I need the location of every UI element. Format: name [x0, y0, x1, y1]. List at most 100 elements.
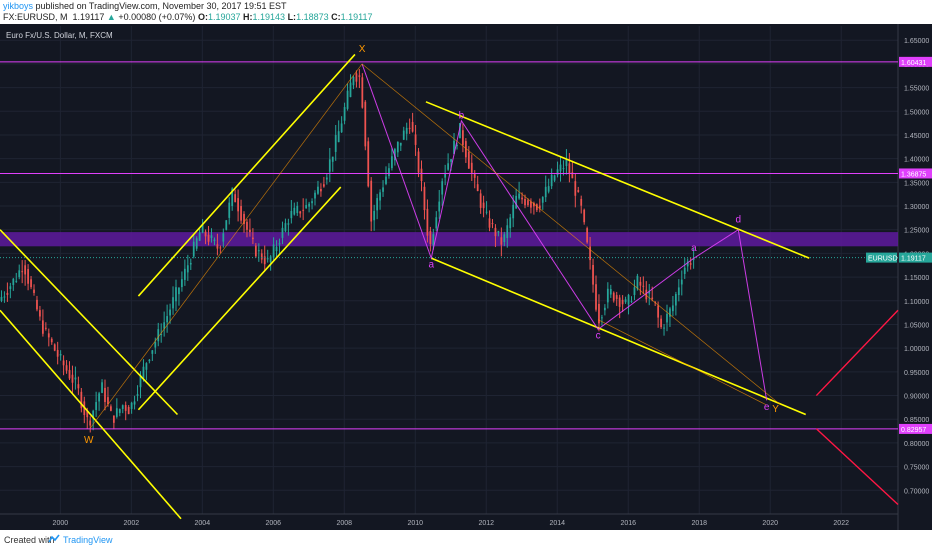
candle-body — [320, 188, 322, 192]
tradingview-link[interactable]: TradingView — [63, 535, 113, 545]
candle-body — [530, 201, 532, 208]
candle-body — [660, 318, 662, 328]
candle-body — [630, 301, 633, 303]
candle-body — [293, 207, 296, 215]
candle-body — [627, 294, 630, 305]
candle-body — [178, 287, 180, 295]
candle-body — [343, 107, 346, 121]
candle-body — [231, 188, 234, 207]
y-tick-label: 1.50000 — [904, 109, 929, 116]
candle-body — [527, 200, 529, 206]
candle-body — [340, 123, 343, 133]
candle-body — [349, 82, 352, 98]
y-tick-label: 1.35000 — [904, 180, 929, 187]
candle-body — [571, 172, 574, 179]
candle-body — [157, 329, 160, 342]
candle-body — [399, 142, 402, 146]
symbol-tag-label: EURUSD — [868, 256, 898, 263]
candle-body — [65, 365, 68, 371]
candle-body — [479, 193, 482, 208]
candle-body — [121, 405, 124, 409]
candle-body — [181, 279, 183, 288]
candle-body — [30, 279, 32, 288]
publish-header: yikboys published on TradingView.com, No… — [0, 0, 932, 24]
candle-body — [299, 211, 302, 214]
candle-body — [420, 168, 423, 182]
x-tick-label: 2002 — [124, 520, 140, 527]
candle-body — [62, 360, 65, 366]
created-with-label: Created with — [4, 535, 55, 545]
chart-area[interactable]: 0.70000 0.75000 0.80000 0.85000 0.90000 0.950… — [0, 24, 932, 530]
candle-body — [101, 382, 103, 393]
candle-body — [677, 287, 680, 296]
candle-body — [59, 354, 62, 356]
x-tick-label: 2022 — [833, 520, 849, 527]
candle-body — [107, 397, 109, 405]
candle-body — [175, 287, 177, 302]
candle-body — [27, 269, 29, 284]
footer: Created with TradingView — [0, 530, 932, 550]
candle-body — [388, 168, 390, 177]
candle-body — [497, 230, 500, 233]
candle-body — [189, 262, 192, 265]
low-label: L: — [287, 12, 297, 22]
candle-body — [71, 374, 74, 383]
x-tick-label: 2018 — [691, 520, 707, 527]
price-chart-svg[interactable]: 0.70000 0.75000 0.80000 0.85000 0.90000 0.950… — [0, 24, 932, 530]
candle-body — [287, 223, 290, 225]
x-tick-label: 2006 — [266, 520, 282, 527]
x-tick-label: 2020 — [762, 520, 778, 527]
candle-body — [183, 268, 186, 280]
candle-body — [86, 410, 89, 418]
candle-body — [44, 327, 47, 329]
candle-body — [12, 278, 15, 286]
candle-body — [669, 308, 671, 317]
candle-body — [15, 280, 18, 282]
y-tick-label: 1.30000 — [904, 204, 929, 211]
candle-body — [538, 205, 541, 209]
candle-body — [317, 186, 319, 194]
level-price-label: 1.60431 — [901, 60, 926, 67]
x-tick-label: 2010 — [407, 520, 423, 527]
candle-body — [192, 241, 195, 257]
candle-body — [201, 225, 204, 233]
candle-body — [672, 305, 674, 312]
candle-body — [98, 393, 100, 402]
candle-body — [521, 197, 523, 200]
candle-body — [618, 297, 621, 307]
candle-body — [355, 73, 358, 82]
candle-body — [80, 391, 83, 409]
candle-body — [151, 350, 154, 354]
low-value: 1.18873 — [296, 12, 329, 22]
candle-body — [417, 151, 420, 173]
author-link[interactable]: yikboys — [3, 1, 34, 11]
candle-body — [195, 238, 198, 249]
candle-body — [574, 181, 577, 196]
candle-body — [441, 181, 444, 195]
candle-body — [222, 233, 225, 242]
candle-body — [405, 127, 408, 134]
wave-label: Y — [772, 404, 779, 415]
wave-label: e — [764, 402, 770, 413]
y-tick-label: 1.00000 — [904, 346, 929, 353]
candle-body — [589, 246, 591, 261]
candle-body — [595, 284, 597, 310]
price-change: +0.00080 (+0.07%) — [118, 12, 196, 22]
candle-body — [562, 168, 565, 170]
candle-body — [328, 159, 331, 172]
candle-body — [370, 180, 373, 222]
y-tick-label: 1.05000 — [904, 322, 929, 329]
y-tick-label: 1.55000 — [904, 86, 929, 93]
candle-body — [444, 173, 447, 178]
candle-body — [583, 209, 586, 223]
candle-body — [325, 177, 328, 180]
candle-body — [246, 221, 248, 230]
y-tick-label: 0.75000 — [904, 465, 929, 472]
candle-body — [260, 253, 263, 260]
candle-body — [204, 231, 207, 237]
y-tick-label: 0.85000 — [904, 417, 929, 424]
candle-body — [651, 297, 654, 300]
candle-body — [509, 217, 512, 229]
wave-label: W — [84, 435, 94, 446]
channel-line — [430, 257, 807, 416]
